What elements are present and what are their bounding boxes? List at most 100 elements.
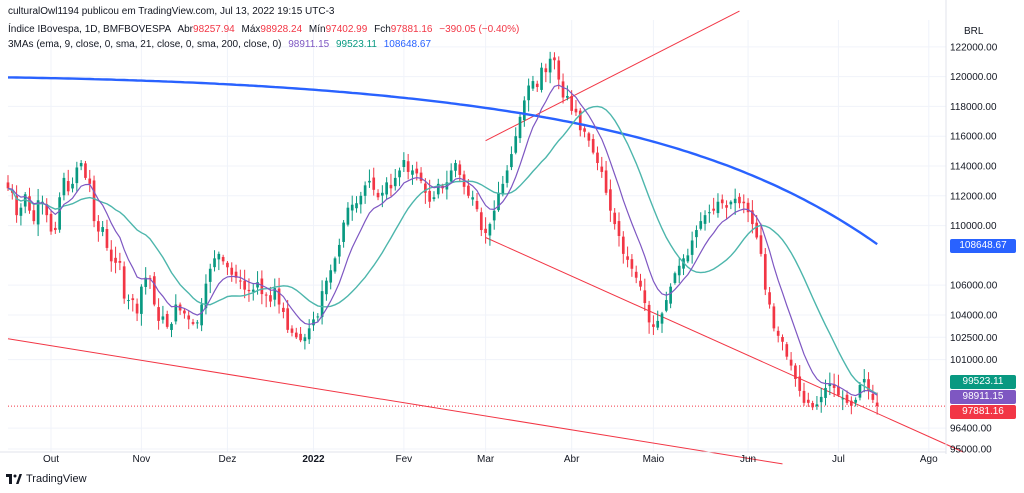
candle-body[interactable] (845, 394, 849, 403)
candle-body[interactable] (213, 258, 216, 268)
candle-body[interactable] (217, 253, 221, 260)
candle-body[interactable] (239, 280, 242, 282)
candle-body[interactable] (402, 160, 406, 168)
candle-body[interactable] (174, 304, 178, 322)
candle-body[interactable] (127, 300, 130, 302)
symbol-name[interactable]: Índice IBovespa, 1D, BMFBOVESPA (8, 24, 172, 35)
candle-body[interactable] (561, 81, 565, 98)
candle-body[interactable] (630, 259, 634, 269)
candle-body[interactable] (819, 396, 823, 403)
candle-body[interactable] (613, 212, 617, 225)
candle-body[interactable] (824, 387, 827, 398)
candle-body[interactable] (733, 198, 737, 204)
candle-body[interactable] (479, 212, 483, 231)
candle-body[interactable] (329, 270, 333, 283)
candle-body[interactable] (49, 213, 53, 232)
candle-body[interactable] (131, 298, 135, 301)
candle-body[interactable] (660, 313, 664, 324)
candle-body[interactable] (105, 229, 109, 248)
candle-body[interactable] (325, 280, 328, 295)
candle-body[interactable] (832, 384, 836, 388)
candle-body[interactable] (372, 177, 376, 190)
candle-body[interactable] (320, 291, 324, 318)
candle-body[interactable] (746, 202, 750, 213)
candle-body[interactable] (802, 390, 806, 403)
candle-body[interactable] (15, 195, 18, 216)
candle-body[interactable] (144, 277, 148, 287)
candle-body[interactable] (337, 244, 341, 257)
candle-body[interactable] (398, 170, 401, 178)
candle-body[interactable] (256, 282, 259, 288)
candle-body[interactable] (260, 278, 264, 295)
candle-body[interactable] (114, 257, 117, 263)
candle-body[interactable] (789, 359, 793, 366)
candle-body[interactable] (553, 57, 556, 61)
candle-body[interactable] (617, 221, 621, 236)
candle-body[interactable] (342, 222, 345, 242)
candle-body[interactable] (639, 280, 642, 287)
candle-body[interactable] (294, 332, 298, 338)
candle-body[interactable] (282, 307, 285, 312)
candle-body[interactable] (363, 185, 367, 196)
candle-body[interactable] (135, 303, 139, 314)
candle-body[interactable] (578, 110, 582, 131)
candle-body[interactable] (32, 210, 36, 222)
candle-body[interactable] (522, 100, 526, 121)
candle-body[interactable] (290, 328, 294, 333)
candle-body[interactable] (664, 300, 668, 311)
candle-body[interactable] (841, 398, 845, 400)
upper-channel-line[interactable] (485, 10, 740, 142)
candle-body[interactable] (596, 152, 599, 164)
candle-body[interactable] (720, 199, 724, 204)
candle-body[interactable] (574, 108, 578, 113)
candle-body[interactable] (368, 180, 371, 183)
candle-body[interactable] (738, 196, 741, 204)
candle-body[interactable] (161, 316, 165, 320)
candle-body[interactable] (53, 227, 57, 231)
middle-channel-line[interactable] (485, 237, 964, 453)
candle-body[interactable] (566, 95, 569, 98)
candle-body[interactable] (621, 236, 625, 254)
candle-body[interactable] (316, 316, 320, 318)
candle-body[interactable] (850, 400, 853, 406)
candle-body[interactable] (221, 256, 225, 262)
candle-body[interactable] (165, 313, 169, 327)
candle-body[interactable] (204, 283, 208, 309)
candle-body[interactable] (763, 254, 767, 290)
candlestick-series[interactable] (6, 51, 879, 415)
candle-body[interactable] (686, 255, 690, 262)
candle-body[interactable] (118, 260, 122, 263)
candle-body[interactable] (501, 183, 505, 195)
candle-body[interactable] (432, 197, 436, 200)
candle-body[interactable] (66, 181, 70, 192)
candle-body[interactable] (28, 196, 31, 211)
candle-body[interactable] (247, 289, 251, 292)
candle-body[interactable] (359, 195, 363, 205)
candle-body[interactable] (454, 163, 457, 171)
candle-body[interactable] (6, 182, 10, 189)
candle-body[interactable] (716, 201, 720, 214)
candle-body[interactable] (699, 221, 703, 229)
candle-body[interactable] (514, 136, 518, 153)
candle-body[interactable] (458, 164, 462, 175)
candle-body[interactable] (243, 280, 246, 290)
candle-body[interactable] (303, 337, 307, 342)
candle-body[interactable] (570, 95, 573, 111)
tradingview-footer[interactable]: TradingView (6, 473, 87, 485)
lower-channel-line[interactable] (7, 338, 783, 465)
candle-body[interactable] (269, 295, 272, 302)
candle-body[interactable] (488, 224, 492, 236)
candle-body[interactable] (385, 182, 388, 195)
candle-body[interactable] (101, 227, 104, 232)
candle-body[interactable] (36, 200, 40, 225)
candle-body[interactable] (609, 189, 612, 211)
candle-body[interactable] (471, 197, 475, 200)
candle-body[interactable] (411, 170, 414, 175)
candle-body[interactable] (492, 210, 496, 221)
candle-body[interactable] (84, 163, 87, 178)
candle-body[interactable] (45, 204, 49, 216)
candle-body[interactable] (725, 205, 728, 208)
candle-body[interactable] (467, 185, 470, 196)
candle-body[interactable] (712, 208, 715, 211)
